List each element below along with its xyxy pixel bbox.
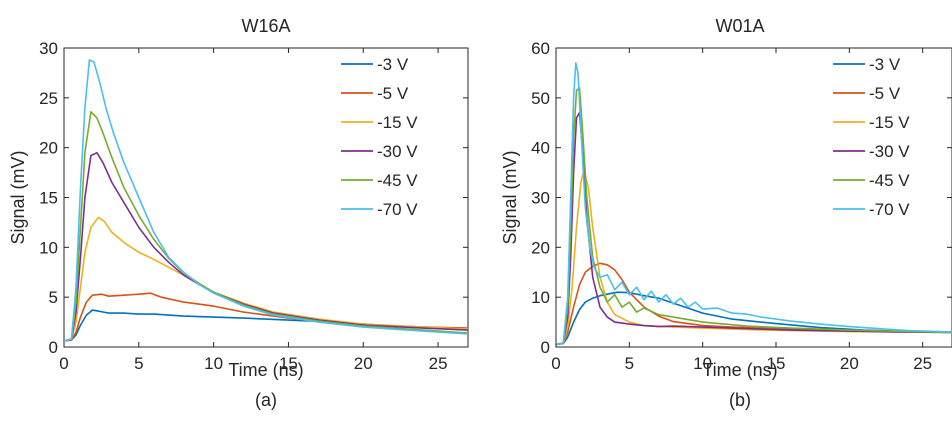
y-tick-label: 0 bbox=[541, 338, 550, 357]
y-tick-label: 60 bbox=[531, 39, 550, 58]
x-axis-label: Time (ns) bbox=[228, 360, 303, 380]
chart-title: W16A bbox=[241, 16, 290, 36]
x-tick-label: 0 bbox=[59, 354, 68, 373]
series-line-neg15V bbox=[64, 216, 468, 342]
legend-label: -5 V bbox=[377, 84, 409, 103]
series-line-neg5V bbox=[556, 262, 952, 346]
series-line-neg70V bbox=[64, 59, 468, 342]
series-lines bbox=[556, 62, 952, 346]
legend-label: -30 V bbox=[869, 142, 910, 161]
series-line-neg45V bbox=[556, 87, 952, 346]
x-tick-label: 0 bbox=[551, 354, 560, 373]
x-tick-label: 10 bbox=[204, 354, 223, 373]
x-tick-label: 25 bbox=[429, 354, 448, 373]
legend-label: -70 V bbox=[377, 200, 418, 219]
legend-label: -70 V bbox=[869, 200, 910, 219]
series-line-neg5V bbox=[64, 292, 468, 342]
series-line-neg15V bbox=[556, 169, 952, 346]
y-tick-label: 10 bbox=[531, 288, 550, 307]
x-axis-label: Time (ns) bbox=[702, 360, 777, 380]
legend-label: -3 V bbox=[869, 55, 901, 74]
y-tick-label: 20 bbox=[39, 139, 58, 158]
legend-label: -15 V bbox=[377, 113, 418, 132]
y-tick-label: 40 bbox=[531, 139, 550, 158]
series-lines bbox=[64, 59, 468, 342]
legend-label: -45 V bbox=[869, 171, 910, 190]
legend-label: -5 V bbox=[869, 84, 901, 103]
y-tick-label: 30 bbox=[531, 189, 550, 208]
y-tick-label: 10 bbox=[39, 238, 58, 257]
panel-caption: (b) bbox=[729, 390, 751, 410]
x-tick-label: 15 bbox=[279, 354, 298, 373]
y-tick-label: 30 bbox=[39, 39, 58, 58]
series-line-neg45V bbox=[64, 111, 468, 342]
y-axis-label: Signal (mV) bbox=[8, 150, 28, 244]
x-tick-label: 10 bbox=[693, 354, 712, 373]
legend-label: -3 V bbox=[377, 55, 409, 74]
x-tick-label: 15 bbox=[767, 354, 786, 373]
x-tick-label: 5 bbox=[625, 354, 634, 373]
x-tick-label: 20 bbox=[354, 354, 373, 373]
series-line-neg70V bbox=[556, 62, 952, 346]
legend-label: -15 V bbox=[869, 113, 910, 132]
series-line-neg3V bbox=[556, 291, 952, 346]
y-tick-label: 50 bbox=[531, 89, 550, 108]
chart-panel-1: 0 5 10 15 20 25 0 5 10 15 20 25 30 W16A Time (ns) Signa… bbox=[8, 16, 469, 410]
legend-label: -45 V bbox=[377, 171, 418, 190]
x-tick-label: 25 bbox=[913, 354, 932, 373]
panel-caption: (a) bbox=[255, 390, 277, 410]
y-tick-label: 5 bbox=[49, 288, 58, 307]
chart-title: W01A bbox=[715, 16, 764, 36]
x-tick-label: 20 bbox=[840, 354, 859, 373]
legend-label: -30 V bbox=[377, 142, 418, 161]
x-tick-label: 5 bbox=[134, 354, 143, 373]
legend: -3 V -5 V -15 V -30 V -45 V -70 V bbox=[833, 55, 910, 219]
series-line-neg30V bbox=[64, 151, 468, 342]
y-tick-label: 20 bbox=[531, 238, 550, 257]
y-tick-label: 15 bbox=[39, 189, 58, 208]
y-tick-label: 0 bbox=[49, 338, 58, 357]
legend: -3 V -5 V -15 V -30 V -45 V -70 V bbox=[341, 55, 418, 219]
chart-panel-2: 0 5 10 15 20 25 0 10 20 30 40 50 60 W01A Time (ns) Sign… bbox=[500, 16, 952, 410]
series-line-neg30V bbox=[556, 112, 952, 346]
y-axis-label: Signal (mV) bbox=[500, 150, 520, 244]
y-tick-label: 25 bbox=[39, 89, 58, 108]
